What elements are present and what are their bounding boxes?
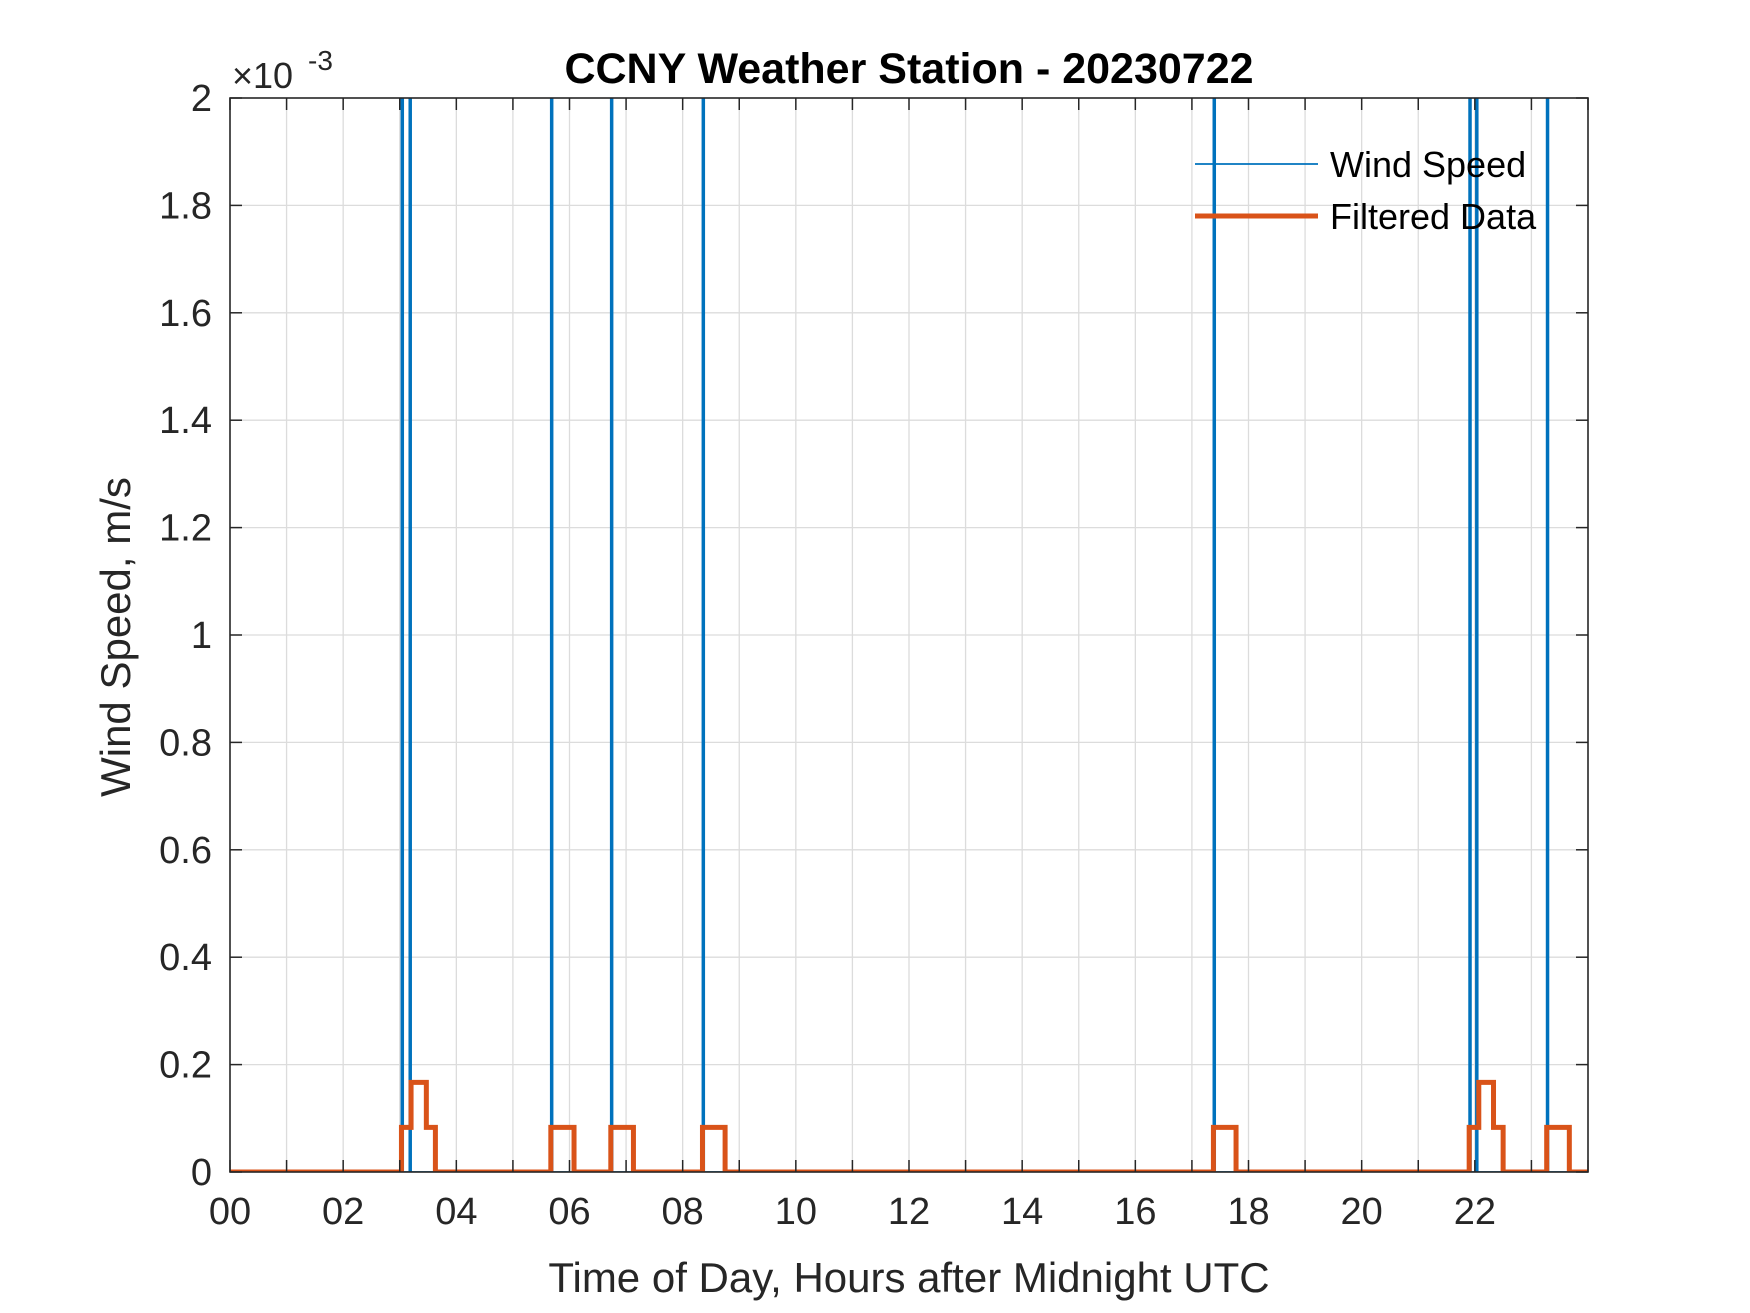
y-tick-label: 0.6 bbox=[159, 830, 212, 872]
x-tick-label: 04 bbox=[435, 1191, 477, 1233]
x-tick-label: 22 bbox=[1454, 1191, 1496, 1233]
y-tick-label: 0.4 bbox=[159, 937, 212, 979]
ticks: 00 02 04 06 08 10 12 14 16 18 20 22 0 0.2 0.4 0.6 0.8 1 1.… bbox=[159, 78, 1589, 1233]
x-axis-label: Time of Day, Hours after Midnight UTC bbox=[548, 1254, 1269, 1301]
series-line-filtered-data bbox=[230, 1079, 1588, 1172]
y-axis-label: Wind Speed, m/s bbox=[92, 477, 139, 797]
x-tick-label: 10 bbox=[775, 1191, 817, 1233]
y-exponent-power: -3 bbox=[308, 45, 333, 76]
legend-label: Wind Speed bbox=[1330, 144, 1526, 185]
x-tick-label: 20 bbox=[1341, 1191, 1383, 1233]
x-tick-label: 02 bbox=[322, 1191, 364, 1233]
x-tick-label: 16 bbox=[1114, 1191, 1156, 1233]
x-tick-label: 14 bbox=[1001, 1191, 1043, 1233]
y-tick-label: 1 bbox=[191, 615, 212, 657]
x-tick-label: 08 bbox=[662, 1191, 704, 1233]
series-layer bbox=[230, 98, 1588, 1172]
legend: Wind Speed Filtered Data bbox=[1195, 144, 1537, 237]
y-tick-label: 0 bbox=[191, 1152, 212, 1194]
x-tick-label: 00 bbox=[209, 1191, 251, 1233]
y-tick-label: 1.4 bbox=[159, 400, 212, 442]
grid bbox=[230, 98, 1588, 1172]
x-tick-label: 06 bbox=[548, 1191, 590, 1233]
y-axis-exponent: ×10 -3 bbox=[232, 45, 333, 96]
y-tick-label: 0.2 bbox=[159, 1045, 212, 1087]
y-tick-label: 2 bbox=[191, 78, 212, 120]
x-tick-label: 18 bbox=[1227, 1191, 1269, 1233]
y-tick-label: 0.8 bbox=[159, 722, 212, 764]
x-tick-label: 12 bbox=[888, 1191, 930, 1233]
chart-title: CCNY Weather Station - 20230722 bbox=[564, 45, 1253, 93]
y-tick-label: 1.2 bbox=[159, 508, 212, 550]
y-tick-label: 1.6 bbox=[159, 293, 212, 335]
y-exponent-base: ×10 bbox=[232, 55, 293, 96]
y-tick-label: 1.8 bbox=[159, 185, 212, 227]
legend-label: Filtered Data bbox=[1330, 196, 1537, 237]
